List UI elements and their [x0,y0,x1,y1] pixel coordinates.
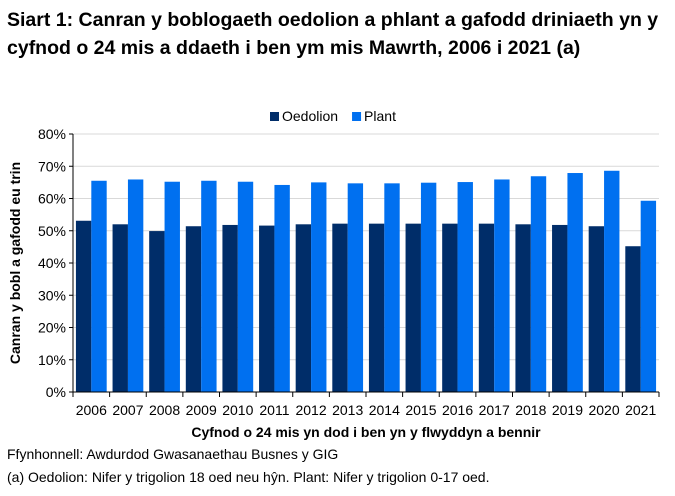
legend-label-oedolion: Oedolion [282,108,338,124]
footnote: (a) Oedolion: Nifer y trigolion 18 oed n… [7,469,490,485]
bar-plant-2015 [420,182,437,392]
bar-oedolion-2014 [368,223,385,392]
legend-swatch-plant [352,112,362,121]
bar-plant-2019 [567,173,583,392]
bar-plant-2009 [201,180,217,392]
y-axis-title: Canran y bobl a gafodd eu trin [7,162,23,364]
bar-oedolion-2016 [442,223,458,392]
bar-oedolion-2020 [588,226,605,392]
y-tick-label: 60% [38,191,66,207]
x-tick-label: 2011 [259,402,289,418]
bar-plant-2008 [164,181,180,392]
bar-oedolion-2010 [222,224,238,392]
y-tick-label: 40% [38,255,66,271]
bar-plant-2011 [274,184,290,392]
x-tick-label: 2014 [369,402,400,418]
bar-plant-2017 [494,179,510,392]
bar-plant-2007 [127,179,144,392]
bar-oedolion-2011 [259,225,275,392]
bar-oedolion-2008 [149,231,165,392]
x-tick-label: 2009 [186,402,217,418]
source-note: Ffynhonnell: Awdurdod Gwasanaethau Busne… [7,446,339,462]
x-tick-label: 2012 [295,402,326,418]
y-tick-label: 0% [46,384,66,400]
x-tick-label: 2018 [515,402,546,418]
bar-oedolion-2018 [515,224,531,392]
x-tick-label: 2021 [625,402,656,418]
y-tick-label: 70% [38,158,66,174]
y-tick-label: 80% [38,126,66,142]
bar-oedolion-2017 [478,223,495,392]
bar-plant-2006 [91,180,107,392]
x-tick-label: 2007 [112,402,143,418]
chart-title: Siart 1: Canran y boblogaeth oedolion a … [7,9,659,59]
y-tick-label: 30% [38,287,66,303]
x-axis-title: Cyfnod o 24 mis yn dod i ben yn y flwydd… [191,424,541,440]
bar-plant-2016 [457,182,473,392]
y-tick-label: 10% [38,352,66,368]
bar-plant-2013 [347,183,364,392]
x-tick-label: 2010 [222,402,253,418]
y-tick-label: 50% [38,223,66,239]
bar-oedolion-2013 [332,223,348,392]
y-tick-label: 20% [38,320,66,336]
bar-plant-2020 [604,170,620,392]
x-tick-label: 2008 [149,402,180,418]
bar-oedolion-2009 [185,226,202,392]
bar-oedolion-2007 [112,224,128,392]
bar-oedolion-2015 [405,223,421,392]
x-tick-label: 2020 [588,402,619,418]
bar-oedolion-2006 [75,220,92,392]
x-tick-label: 2019 [552,402,583,418]
x-tick-label: 2015 [405,402,436,418]
bar-oedolion-2019 [552,224,568,392]
bar-plant-2012 [311,182,327,392]
x-tick-label: 2017 [479,402,510,418]
legend-label-plant: Plant [364,108,396,124]
bar-oedolion-2012 [295,224,312,392]
legend-swatch-oedolion [270,112,279,121]
x-tick-label: 2006 [76,402,107,418]
x-tick-label: 2013 [332,402,363,418]
x-tick-label: 2016 [442,402,473,418]
bar-plant-2014 [384,183,400,392]
bar-oedolion-2021 [625,246,641,392]
bar-plant-2021 [640,200,657,392]
bar-plant-2010 [237,181,254,392]
bar-plant-2018 [530,176,547,392]
